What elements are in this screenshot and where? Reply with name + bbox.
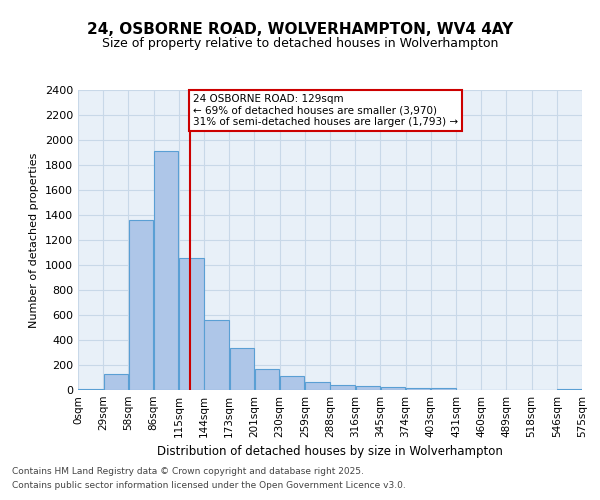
Text: Contains HM Land Registry data © Crown copyright and database right 2025.: Contains HM Land Registry data © Crown c… [12, 467, 364, 476]
Bar [356, 386, 380, 390]
Text: Contains public sector information licensed under the Open Government Licence v3: Contains public sector information licen… [12, 481, 406, 490]
Text: Size of property relative to detached houses in Wolverhampton: Size of property relative to detached ho… [102, 38, 498, 51]
Bar [305, 382, 329, 390]
Bar [381, 387, 405, 390]
Bar [205, 320, 229, 390]
Bar [79, 389, 103, 390]
X-axis label: Distribution of detached houses by size in Wolverhampton: Distribution of detached houses by size … [157, 446, 503, 458]
Bar [431, 388, 455, 390]
Bar [230, 348, 254, 390]
Bar [154, 151, 178, 390]
Text: 24 OSBORNE ROAD: 129sqm
← 69% of detached houses are smaller (3,970)
31% of semi: 24 OSBORNE ROAD: 129sqm ← 69% of detache… [193, 94, 458, 127]
Bar [557, 389, 581, 390]
Bar [104, 374, 128, 390]
Bar [406, 388, 430, 390]
Bar [129, 220, 153, 390]
Text: 24, OSBORNE ROAD, WOLVERHAMPTON, WV4 4AY: 24, OSBORNE ROAD, WOLVERHAMPTON, WV4 4AY [87, 22, 513, 38]
Bar [280, 376, 304, 390]
Bar [331, 385, 355, 390]
Y-axis label: Number of detached properties: Number of detached properties [29, 152, 40, 328]
Bar [255, 369, 279, 390]
Bar [179, 258, 203, 390]
